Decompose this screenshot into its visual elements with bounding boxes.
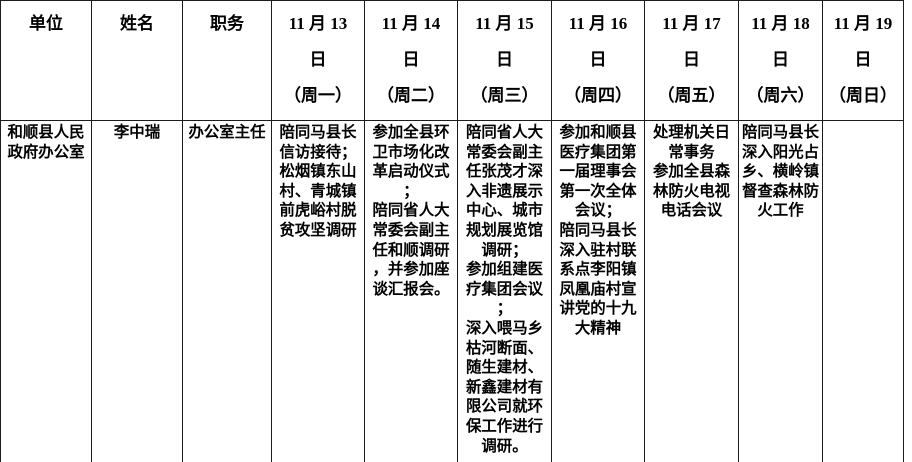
schedule-data-row: 和顺县人民政府办公室 李中瑞 办公室主任 陪同马县长信访接待； 松烟镇东山村、青… bbox=[0, 120, 904, 462]
cell-day-fri: 处理机关日常事务 参加全县森林防火电视电话会议 bbox=[644, 120, 739, 462]
header-name-label: 姓名 bbox=[120, 14, 154, 33]
schedule-paragraph: 松烟镇东山村、青城镇前虎峪村脱贫攻坚调研 bbox=[279, 162, 357, 239]
schedule-paragraph: 处理机关日常事务 bbox=[653, 123, 730, 161]
header-cell-date-tue: 11 月 14 日 （周二） bbox=[364, 0, 458, 121]
date-line: 11 月 13 bbox=[288, 14, 348, 33]
date-line: 11 月 16 bbox=[568, 14, 628, 33]
unit-value: 和顺县人民政府办公室 bbox=[7, 123, 85, 161]
schedule-paragraph: 陪同马县长深入驻村联系点李阳镇凤凰庙村宣讲党的十九大精神 bbox=[559, 220, 637, 337]
cell-day-sat: 陪同马县长深入阳光占乡、横岭镇督查森林防火工作 bbox=[738, 120, 823, 462]
header-cell-unit: 单位 bbox=[0, 0, 92, 121]
weekday-line: （周四） bbox=[564, 86, 632, 105]
date-line: 11 月 18 bbox=[751, 14, 810, 33]
cell-title: 办公室主任 bbox=[182, 120, 272, 462]
header-cell-name: 姓名 bbox=[91, 0, 183, 121]
schedule-paragraph: 参加全县环卫市场化改革启动仪式； bbox=[372, 123, 450, 200]
date-line: 11 月 15 bbox=[475, 14, 534, 33]
date-line: 日 bbox=[854, 50, 872, 69]
date-line: 日 bbox=[496, 50, 513, 69]
header-cell-title: 职务 bbox=[182, 0, 272, 121]
schedule-paragraph: 陪同马县长深入阳光占乡、横岭镇督查森林防火工作 bbox=[742, 123, 819, 220]
date-line: 11 月 19 bbox=[833, 14, 893, 33]
date-line: 11 月 17 bbox=[662, 14, 721, 33]
header-unit-label: 单位 bbox=[29, 14, 63, 33]
weekday-line: （周五） bbox=[657, 86, 726, 105]
date-line: 日 bbox=[772, 50, 789, 69]
cell-day-wed: 陪同省人大常委会副主任张茂才深入非遗展示中心、城市规划展览馆调研； 参加组建医疗… bbox=[457, 120, 552, 462]
header-cell-date-sat: 11 月 18 日 （周六） bbox=[738, 0, 823, 121]
schedule-paragraph: 参加组建医疗集团会议； bbox=[466, 260, 543, 318]
date-line: 日 bbox=[683, 50, 700, 69]
date-line: 11 月 14 bbox=[381, 14, 441, 33]
weekday-line: （周二） bbox=[377, 86, 445, 105]
header-title-label: 职务 bbox=[210, 14, 244, 33]
header-row: 单位 姓名 职务 11 月 13 日 （周一） 11 月 14 日 （周二） 1… bbox=[0, 0, 904, 121]
weekday-line: （周三） bbox=[470, 86, 539, 105]
cell-day-mon: 陪同马县长信访接待； 松烟镇东山村、青城镇前虎峪村脱贫攻坚调研 bbox=[271, 120, 365, 462]
header-cell-date-mon: 11 月 13 日 （周一） bbox=[271, 0, 365, 121]
header-cell-date-thu: 11 月 16 日 （周四） bbox=[551, 0, 645, 121]
cell-name: 李中瑞 bbox=[91, 120, 183, 462]
cell-day-tue: 参加全县环卫市场化改革启动仪式； 陪同省人大常委会副主任和顺调研，并参加座谈汇报… bbox=[364, 120, 458, 462]
cell-unit: 和顺县人民政府办公室 bbox=[0, 120, 92, 462]
date-line: 日 bbox=[589, 50, 607, 69]
schedule-paragraph: 陪同马县长信访接待； bbox=[279, 123, 357, 161]
schedule-paragraph: 参加和顺县医疗集团第一届理事会第一次全体会议； bbox=[559, 123, 637, 220]
title-value: 办公室主任 bbox=[188, 123, 266, 141]
schedule-paragraph: 陪同省人大常委会副主任张茂才深入非遗展示中心、城市规划展览馆调研； bbox=[466, 123, 543, 259]
date-line: 日 bbox=[402, 50, 420, 69]
weekday-line: （周一） bbox=[284, 86, 352, 105]
header-cell-date-fri: 11 月 17 日 （周五） bbox=[644, 0, 739, 121]
cell-day-thu: 参加和顺县医疗集团第一届理事会第一次全体会议； 陪同马县长深入驻村联系点李阳镇凤… bbox=[551, 120, 645, 462]
header-cell-date-wed: 11 月 15 日 （周三） bbox=[457, 0, 552, 121]
schedule-paragraph: 深入喂马乡枯河断面、随生建材、新鑫建材有限公司就环保工作进行调研。 bbox=[466, 318, 543, 455]
schedule-paragraph: 陪同省人大常委会副主任和顺调研，并参加座谈汇报会。 bbox=[372, 201, 450, 298]
schedule-paragraph: 参加全县森林防火电视电话会议 bbox=[653, 162, 730, 220]
weekday-line: （周六） bbox=[746, 86, 815, 105]
cell-day-sun bbox=[822, 120, 904, 462]
name-value: 李中瑞 bbox=[113, 123, 161, 141]
header-cell-date-sun: 11 月 19 日 （周日） bbox=[822, 0, 904, 121]
date-line: 日 bbox=[309, 50, 327, 69]
weekday-line: （周日） bbox=[829, 86, 897, 105]
